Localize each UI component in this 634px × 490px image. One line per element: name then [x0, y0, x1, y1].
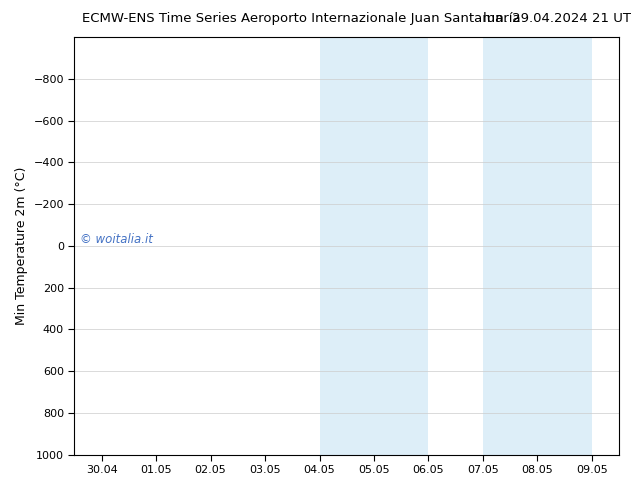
Text: lun. 29.04.2024 21 UT: lun. 29.04.2024 21 UT [483, 12, 631, 25]
Text: ECMW-ENS Time Series Aeroporto Internazionale Juan Santamaría: ECMW-ENS Time Series Aeroporto Internazi… [82, 12, 521, 25]
Text: © woitalia.it: © woitalia.it [80, 233, 153, 246]
Bar [483, 37, 592, 455]
Y-axis label: Min Temperature 2m (°C): Min Temperature 2m (°C) [15, 167, 28, 325]
Bar [320, 37, 429, 455]
